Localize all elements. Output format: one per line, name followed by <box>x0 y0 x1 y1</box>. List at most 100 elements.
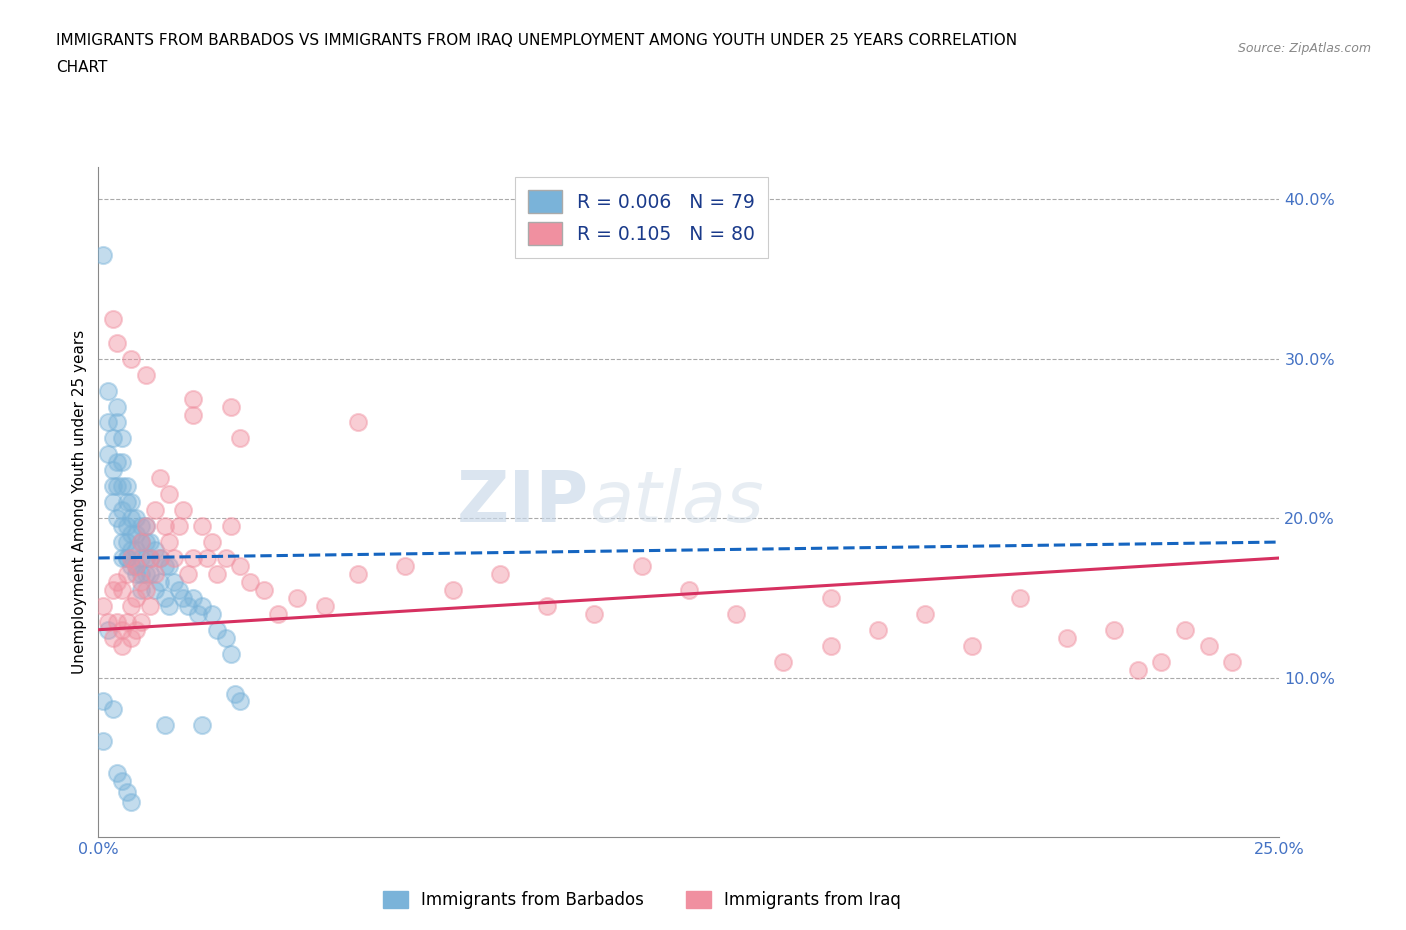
Point <box>163 551 186 565</box>
Point <box>105 511 128 525</box>
Point <box>121 511 143 525</box>
Point <box>1126 662 1149 677</box>
Point <box>167 519 190 534</box>
Point <box>181 407 204 422</box>
Point <box>143 542 166 557</box>
Point <box>135 519 157 534</box>
Point <box>111 622 134 637</box>
Point <box>267 606 290 621</box>
Point <box>125 526 148 541</box>
Point <box>153 519 176 534</box>
Point <box>121 495 143 510</box>
Point <box>1198 638 1220 653</box>
Point <box>181 392 204 406</box>
Point <box>143 503 166 518</box>
Point <box>105 615 128 630</box>
Point <box>153 591 176 605</box>
Point <box>115 519 138 534</box>
Point <box>97 622 120 637</box>
Point <box>229 694 252 709</box>
Point <box>91 734 114 749</box>
Point <box>157 598 180 613</box>
Point <box>105 479 128 494</box>
Point <box>536 598 558 613</box>
Point <box>129 575 152 590</box>
Point <box>285 591 308 605</box>
Point <box>1102 622 1125 637</box>
Point <box>129 615 152 630</box>
Point <box>101 463 124 478</box>
Point <box>129 551 152 565</box>
Point <box>157 486 180 501</box>
Point <box>143 566 166 581</box>
Point <box>157 535 180 550</box>
Point <box>135 367 157 382</box>
Point <box>820 591 842 605</box>
Text: IMMIGRANTS FROM BARBADOS VS IMMIGRANTS FROM IRAQ UNEMPLOYMENT AMONG YOUTH UNDER : IMMIGRANTS FROM BARBADOS VS IMMIGRANTS F… <box>56 33 1018 47</box>
Point <box>239 575 262 590</box>
Point <box>1008 591 1031 605</box>
Point <box>215 551 238 565</box>
Point <box>125 511 148 525</box>
Point <box>219 519 242 534</box>
Point <box>121 551 143 565</box>
Point <box>129 519 152 534</box>
Point <box>489 566 512 581</box>
Point <box>139 535 162 550</box>
Point <box>139 566 162 581</box>
Point <box>172 591 194 605</box>
Point <box>101 495 124 510</box>
Point <box>772 654 794 669</box>
Point <box>820 638 842 653</box>
Legend: Immigrants from Barbados, Immigrants from Iraq: Immigrants from Barbados, Immigrants fro… <box>375 884 907 916</box>
Point <box>121 794 143 809</box>
Point <box>101 702 124 717</box>
Point <box>201 606 224 621</box>
Text: Source: ZipAtlas.com: Source: ZipAtlas.com <box>1237 42 1371 55</box>
Point <box>149 551 172 565</box>
Point <box>195 551 218 565</box>
Point <box>1056 631 1078 645</box>
Point <box>153 718 176 733</box>
Point <box>914 606 936 621</box>
Point <box>129 566 152 581</box>
Point <box>191 598 214 613</box>
Point <box>111 774 134 789</box>
Point <box>115 785 138 800</box>
Point <box>347 415 370 430</box>
Point <box>125 591 148 605</box>
Point <box>866 622 889 637</box>
Text: ZIP: ZIP <box>457 468 589 537</box>
Point <box>91 694 114 709</box>
Text: atlas: atlas <box>589 468 763 537</box>
Y-axis label: Unemployment Among Youth under 25 years: Unemployment Among Youth under 25 years <box>72 330 87 674</box>
Point <box>121 598 143 613</box>
Point <box>725 606 748 621</box>
Point <box>205 622 228 637</box>
Point <box>115 479 138 494</box>
Point <box>139 598 162 613</box>
Point <box>219 399 242 414</box>
Point <box>105 336 128 351</box>
Point <box>111 519 134 534</box>
Point <box>111 431 134 445</box>
Point <box>97 415 120 430</box>
Point <box>121 631 143 645</box>
Point <box>101 582 124 597</box>
Point <box>394 559 416 574</box>
Point <box>1150 654 1173 669</box>
Point <box>111 455 134 470</box>
Point <box>157 559 180 574</box>
Point <box>121 352 143 366</box>
Point <box>229 431 252 445</box>
Point <box>115 551 138 565</box>
Point <box>149 471 172 485</box>
Point <box>111 503 134 518</box>
Point <box>125 559 148 574</box>
Point <box>205 566 228 581</box>
Point <box>139 551 162 565</box>
Point <box>111 551 134 565</box>
Point <box>101 312 124 326</box>
Point <box>253 582 276 597</box>
Point <box>181 551 204 565</box>
